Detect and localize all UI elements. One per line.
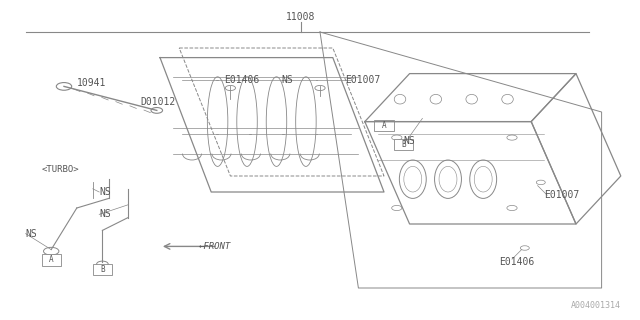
Text: 10941: 10941 [77,78,106,88]
FancyBboxPatch shape [394,139,413,150]
FancyBboxPatch shape [93,264,112,275]
Text: NS: NS [403,136,415,146]
Text: ←FRONT: ←FRONT [198,242,230,251]
Text: NS: NS [99,187,111,197]
Text: B: B [401,140,406,149]
Text: 11008: 11008 [286,12,316,22]
Text: NS: NS [282,75,293,85]
Text: A004001314: A004001314 [571,301,621,310]
Text: A: A [381,121,387,130]
Text: D01012: D01012 [141,97,176,108]
Text: A: A [49,255,54,264]
Text: B: B [100,265,105,274]
FancyBboxPatch shape [374,120,394,131]
Text: <TURBO>: <TURBO> [42,165,79,174]
Text: E01007: E01007 [346,75,381,85]
Text: NS: NS [26,228,37,239]
Text: E01406: E01406 [499,257,534,268]
Text: E01406: E01406 [224,75,259,85]
Text: E01007: E01007 [544,190,579,200]
FancyBboxPatch shape [42,254,61,266]
Text: NS: NS [99,209,111,220]
